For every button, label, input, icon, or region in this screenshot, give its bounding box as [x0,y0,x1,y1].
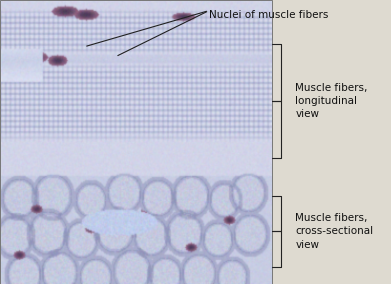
Text: Muscle fibers,
cross-sectional
view: Muscle fibers, cross-sectional view [295,213,373,250]
Bar [0,0,272,284]
Text: Nuclei of muscle fibers: Nuclei of muscle fibers [209,10,328,20]
Text: Muscle fibers,
longitudinal
view: Muscle fibers, longitudinal view [295,83,368,119]
